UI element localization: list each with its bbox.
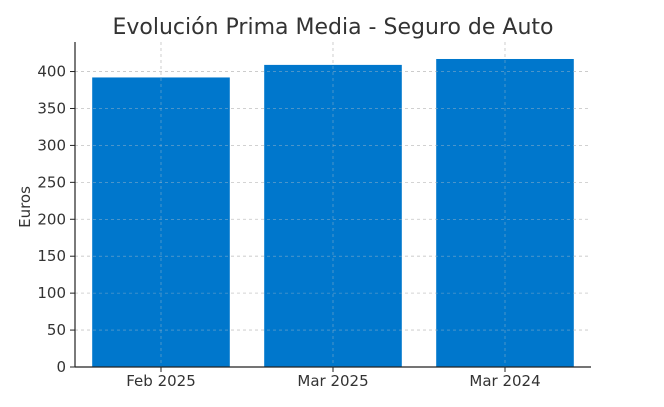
axes bbox=[70, 42, 591, 372]
y-tick-labels: 0 50 100 150 200 250 300 350 400 bbox=[37, 63, 66, 376]
y-tick-label: 150 bbox=[37, 247, 66, 265]
x-tick-label: Mar 2025 bbox=[297, 372, 368, 390]
y-axis-label: Euros bbox=[16, 186, 34, 228]
y-tick-label: 250 bbox=[37, 173, 66, 191]
x-tick-labels: Feb 2025 Mar 2025 Mar 2024 bbox=[126, 372, 540, 390]
y-tick-label: 100 bbox=[37, 284, 66, 302]
y-tick-label: 50 bbox=[47, 321, 66, 339]
y-tick-label: 200 bbox=[37, 210, 66, 228]
y-tick-label: 400 bbox=[37, 63, 66, 81]
x-tick-label: Feb 2025 bbox=[126, 372, 196, 390]
chart-title: Evolución Prima Media - Seguro de Auto bbox=[113, 15, 554, 40]
y-tick-label: 350 bbox=[37, 99, 66, 117]
y-tick-label: 300 bbox=[37, 136, 66, 154]
bars bbox=[75, 42, 591, 368]
y-tick-label: 0 bbox=[56, 358, 66, 376]
x-tick-label: Mar 2024 bbox=[469, 372, 540, 390]
